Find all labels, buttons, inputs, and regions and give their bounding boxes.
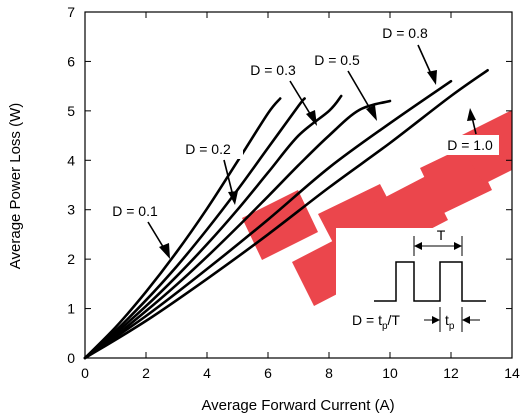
curve-label-d08-text: D = 0.8 — [382, 25, 428, 41]
x-tick-label: 10 — [382, 365, 398, 381]
series-line-02 — [83, 97, 306, 360]
curve-label-d02: D = 0.2 — [173, 139, 243, 205]
curve-label-d08: D = 0.8 — [370, 24, 440, 85]
x-tick-label: 14 — [504, 365, 520, 381]
y-tick-label: 2 — [67, 251, 75, 267]
series-line-05 — [83, 99, 392, 360]
y-tick-label: 6 — [67, 53, 75, 69]
y-tick-label: 5 — [67, 103, 75, 119]
y-axis-title: Average Power Loss (W) — [7, 103, 24, 269]
plot-frame — [84, 11, 513, 359]
curve-label-d05-text: D = 0.5 — [314, 52, 360, 68]
x-tick-label: 12 — [443, 365, 459, 381]
curve-label-d05: D = 0.5 — [302, 50, 377, 121]
series-line-08 — [83, 79, 453, 360]
x-tick-label: 0 — [81, 365, 89, 381]
y-tick-label: 4 — [67, 152, 75, 168]
curve-label-d01-text: D = 0.1 — [112, 203, 158, 219]
curve-label-d10: D = 1.0 — [441, 108, 499, 155]
series-line-01 — [83, 97, 282, 360]
curve-label-d01: D = 0.1 — [100, 201, 170, 259]
y-tick-label: 3 — [67, 202, 75, 218]
y-tick-label: 1 — [67, 301, 75, 317]
pulse-width-label: tp — [445, 312, 455, 332]
y-tick-label: 0 — [67, 350, 75, 366]
curve-label-d10-text: D = 1.0 — [447, 137, 493, 153]
curve-label-d03: D = 0.3 — [238, 60, 317, 126]
curve-label-d03-text: D = 0.3 — [250, 62, 296, 78]
watermark-logo — [242, 110, 512, 306]
duty-cycle-inset: T tp D = tp/T — [336, 227, 502, 340]
period-label: T — [437, 227, 446, 243]
x-tick-label: 2 — [142, 365, 150, 381]
series-line-10 — [83, 69, 489, 360]
pulse-waveform — [374, 261, 486, 302]
duty-formula: D = tp/T — [352, 312, 400, 332]
curve-label-d02-text: D = 0.2 — [185, 141, 231, 157]
x-tick-label: 6 — [264, 365, 272, 381]
x-tick-label: 4 — [203, 365, 211, 381]
x-tick-label: 8 — [325, 365, 333, 381]
x-axis-title: Average Forward Current (A) — [201, 397, 394, 414]
y-tick-label: 7 — [67, 4, 75, 20]
